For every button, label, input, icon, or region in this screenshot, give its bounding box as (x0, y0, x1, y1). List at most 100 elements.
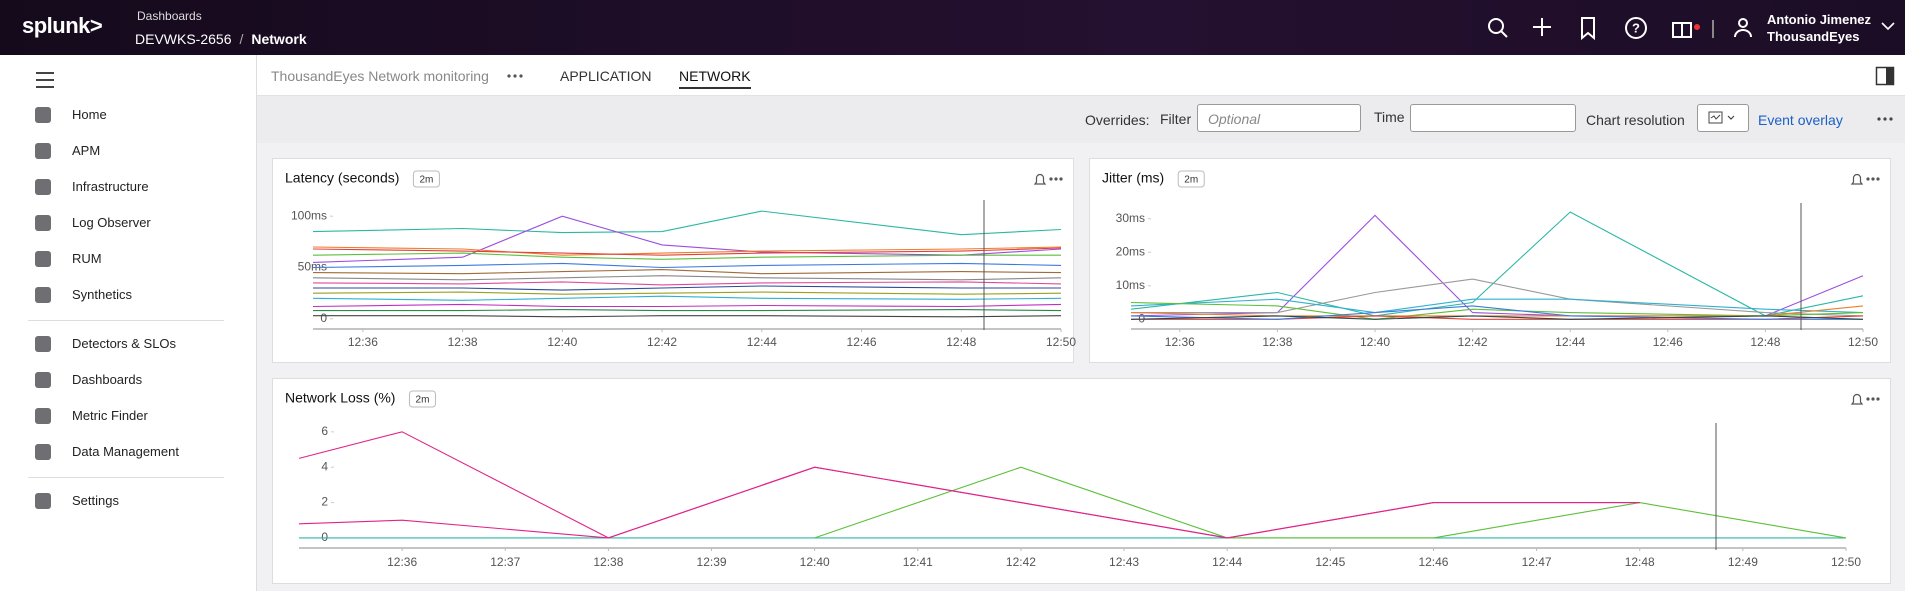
x-tick-label: 12:49 (1728, 555, 1758, 569)
resolution-label: 2m (419, 175, 433, 186)
tab-group-name: ThousandEyes Network monitoring (271, 68, 489, 84)
logo[interactable]: splunk> (22, 13, 103, 38)
series-line (312, 281, 1062, 286)
y-tick-label: 6 (321, 424, 328, 438)
x-tick-label: 12:46 (1653, 335, 1683, 349)
series-line (312, 303, 1062, 308)
tab[interactable]: APPLICATION (560, 68, 652, 84)
series-line (1131, 278, 1864, 317)
time-label: Time (1374, 109, 1405, 125)
chart-menu-dot[interactable] (1866, 177, 1870, 181)
chart-title: Jitter (ms) (1102, 170, 1164, 186)
breadcrumb-current: Network (251, 31, 307, 47)
nav-icon (35, 336, 51, 352)
chart-menu-dot[interactable] (1866, 397, 1870, 401)
chart-menu-dot[interactable] (1876, 177, 1880, 181)
nav-item[interactable]: Detectors & SLOs (72, 336, 177, 351)
nav-item[interactable]: Home (72, 107, 107, 122)
chart-menu-dot[interactable] (1871, 397, 1875, 401)
alert-icon[interactable] (1850, 393, 1864, 405)
add-icon[interactable] (1533, 18, 1551, 36)
x-tick-label: 12:50 (1848, 335, 1878, 349)
x-tick-label: 12:44 (747, 335, 777, 349)
nav-icon (35, 215, 51, 231)
series-line (312, 247, 1062, 256)
x-tick-label: 12:39 (697, 555, 727, 569)
overrides-bar: Overrides: Filter Optional Time Chart re… (257, 96, 1905, 143)
breadcrumb-section[interactable]: Dashboards (137, 9, 202, 23)
panel-toggle-icon[interactable] (1875, 66, 1895, 86)
filter-input[interactable]: Optional (1197, 104, 1361, 132)
nav-item[interactable]: Settings (72, 493, 119, 508)
nav-item[interactable]: Data Management (72, 444, 179, 459)
overrides-menu[interactable] (1875, 114, 1895, 124)
search-icon[interactable] (1488, 18, 1508, 38)
x-tick-label: 12:40 (547, 335, 577, 349)
x-tick-label: 12:46 (1418, 555, 1448, 569)
x-tick-label: 12:50 (1831, 555, 1861, 569)
bookmark-icon[interactable] (1581, 17, 1595, 41)
alert-icon[interactable] (1850, 173, 1864, 185)
x-tick-label: 12:38 (448, 335, 478, 349)
chart-resolution-label: Chart resolution (1586, 112, 1685, 128)
user-icon[interactable] (1734, 18, 1752, 38)
series-line (312, 269, 1062, 275)
user-name[interactable]: Antonio Jimenez (1767, 12, 1872, 27)
nav-item[interactable]: Dashboards (72, 372, 143, 387)
alert-icon[interactable] (1033, 173, 1047, 185)
nav-icon (35, 493, 51, 509)
x-tick-label: 12:44 (1212, 555, 1242, 569)
nav-icon (35, 107, 51, 123)
x-tick-label: 12:40 (1360, 335, 1390, 349)
x-tick-label: 12:48 (946, 335, 976, 349)
menu-icon[interactable] (34, 70, 56, 90)
help-icon[interactable]: ? (1625, 17, 1647, 39)
series-line (313, 315, 1062, 318)
chart-panel (1089, 158, 1891, 363)
breadcrumb: DEVWKS-2656 / Network (135, 31, 307, 47)
chart-menu-dot[interactable] (1871, 177, 1875, 181)
chart-title: Network Loss (%) (285, 390, 395, 406)
user-menu-chevron[interactable] (1880, 20, 1896, 32)
separator (28, 477, 224, 478)
nav-item[interactable]: APM (72, 143, 101, 158)
top-bar: splunk> Dashboards DEVWKS-2656 / Network… (0, 0, 1905, 55)
x-tick-label: 12:38 (593, 555, 623, 569)
x-tick-label: 12:40 (800, 555, 830, 569)
chart-menu-dot[interactable] (1059, 177, 1063, 181)
series-line (312, 252, 1061, 260)
tab-group-menu[interactable] (505, 71, 525, 81)
gift-icon[interactable] (1672, 22, 1700, 38)
separator (28, 320, 224, 321)
x-tick-label: 12:42 (1006, 555, 1036, 569)
resolution-label: 2m (1184, 175, 1198, 186)
chart-menu-dot[interactable] (1049, 177, 1053, 181)
event-overlay-link[interactable]: Event overlay (1758, 112, 1843, 128)
nav-icon (35, 179, 51, 195)
series-line (312, 291, 1062, 295)
resolution-label: 2m (416, 395, 430, 406)
nav-icons (35, 107, 51, 509)
time-input[interactable] (1410, 104, 1576, 132)
nav-item[interactable]: Infrastructure (72, 179, 149, 194)
nav-item[interactable]: Synthetics (72, 287, 132, 302)
nav-item[interactable]: Log Observer (72, 215, 151, 230)
chart-menu-dot[interactable] (1876, 397, 1880, 401)
x-tick-label: 12:44 (1555, 335, 1585, 349)
chart-resolution-select[interactable] (1697, 104, 1749, 132)
nav-item[interactable]: RUM (72, 251, 102, 266)
nav-item[interactable]: Metric Finder (72, 408, 148, 423)
resolution-badge (1177, 170, 1205, 188)
tab-active[interactable]: NETWORK (679, 68, 751, 89)
breadcrumb-group[interactable]: DEVWKS-2656 (135, 31, 232, 47)
x-tick-label: 12:46 (847, 335, 877, 349)
x-tick-label: 12:36 (348, 335, 378, 349)
series-line (298, 431, 1640, 539)
org-name: ThousandEyes (1767, 29, 1860, 44)
y-tick-label: 0 (321, 530, 328, 544)
chart-menu-dot[interactable] (1054, 177, 1058, 181)
series-line (1130, 315, 1864, 320)
resolution-badge (412, 170, 440, 188)
